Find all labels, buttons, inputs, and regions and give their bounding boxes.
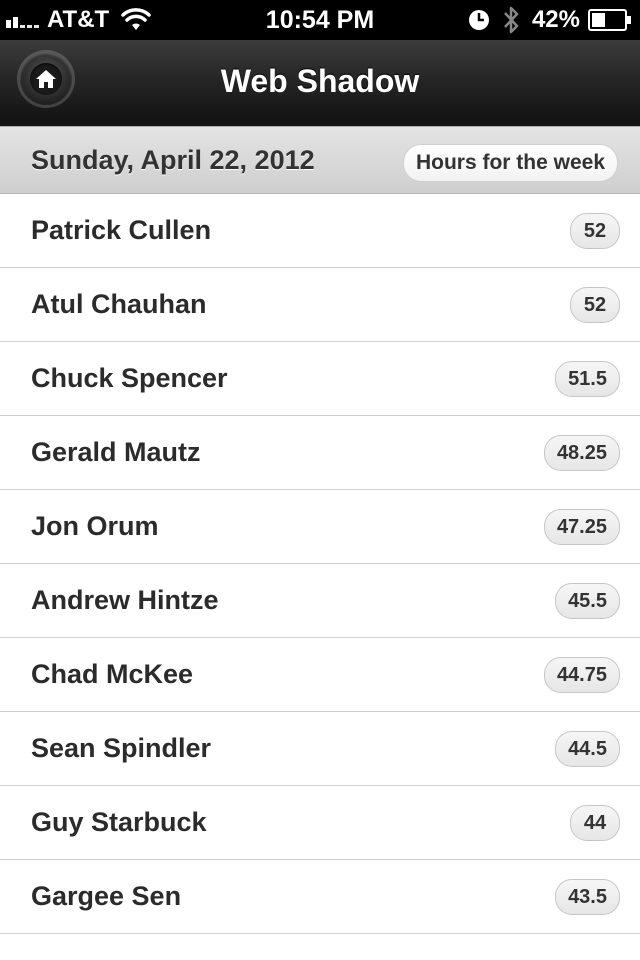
page-title: Web Shadow — [220, 63, 420, 99]
status-left: AT&T — [6, 0, 151, 40]
status-bar: AT&T 10:54 PM 42 — [0, 0, 640, 40]
navigation-header: Web Shadow — [0, 40, 640, 127]
employee-name: Atul Chauhan — [31, 289, 207, 319]
hours-count-badge: 44 — [570, 805, 620, 841]
list-item[interactable]: Jon Orum 47.25 — [0, 490, 640, 564]
status-time: 10:54 PM — [265, 6, 375, 34]
list-item[interactable]: Gerald Mautz 48.25 — [0, 416, 640, 490]
employee-name: Chad McKee — [31, 659, 194, 689]
list-item-partial[interactable] — [0, 934, 640, 960]
employee-name: Andrew Hintze — [31, 585, 219, 615]
date-label: Sunday, April 22, 2012 — [31, 145, 315, 175]
employee-name: Chuck Spencer — [31, 363, 228, 393]
hours-count-badge: 44.75 — [543, 657, 620, 693]
employee-list: Patrick Cullen 52 Atul Chauhan 52 Chuck Spen… — [0, 194, 640, 960]
hours-count-badge: 43.5 — [555, 879, 620, 915]
hours-count-badge: 47.25 — [543, 509, 620, 545]
signal-icon — [6, 12, 41, 28]
home-icon — [30, 63, 62, 95]
hours-count-badge: 52 — [570, 287, 620, 323]
list-item[interactable]: Gargee Sen 43.5 — [0, 860, 640, 934]
hours-count-badge: 52 — [570, 213, 620, 249]
home-button[interactable] — [20, 53, 72, 105]
hours-count-badge: 45.5 — [555, 583, 620, 619]
list-item[interactable]: Sean Spindler 44.5 — [0, 712, 640, 786]
wifi-icon — [121, 8, 151, 32]
employee-name: Patrick Cullen — [31, 215, 212, 245]
list-item[interactable]: Patrick Cullen 52 — [0, 194, 640, 268]
carrier-name: AT&T — [47, 6, 110, 33]
list-item[interactable]: Andrew Hintze 45.5 — [0, 564, 640, 638]
bluetooth-icon — [502, 5, 520, 35]
employee-name: Jon Orum — [31, 511, 159, 541]
hours-for-week-badge: Hours for the week — [402, 144, 618, 182]
status-right: 42% — [468, 0, 632, 40]
battery-icon — [588, 9, 632, 31]
hours-count-badge: 48.25 — [543, 435, 620, 471]
employee-name: Guy Starbuck — [31, 807, 207, 837]
list-item[interactable]: Chad McKee 44.75 — [0, 638, 640, 712]
clock-icon — [468, 9, 490, 31]
employee-name: Sean Spindler — [31, 733, 212, 763]
battery-percentage: 42% — [531, 6, 580, 33]
hours-count-badge: 51.5 — [555, 361, 620, 397]
list-item[interactable]: Guy Starbuck 44 — [0, 786, 640, 860]
date-divider: Sunday, April 22, 2012 Hours for the wee… — [0, 126, 640, 194]
employee-name: Gerald Mautz — [31, 437, 201, 467]
list-item[interactable]: Atul Chauhan 52 — [0, 268, 640, 342]
hours-count-badge: 44.5 — [555, 731, 620, 767]
list-item[interactable]: Chuck Spencer 51.5 — [0, 342, 640, 416]
employee-name: Gargee Sen — [31, 881, 182, 911]
